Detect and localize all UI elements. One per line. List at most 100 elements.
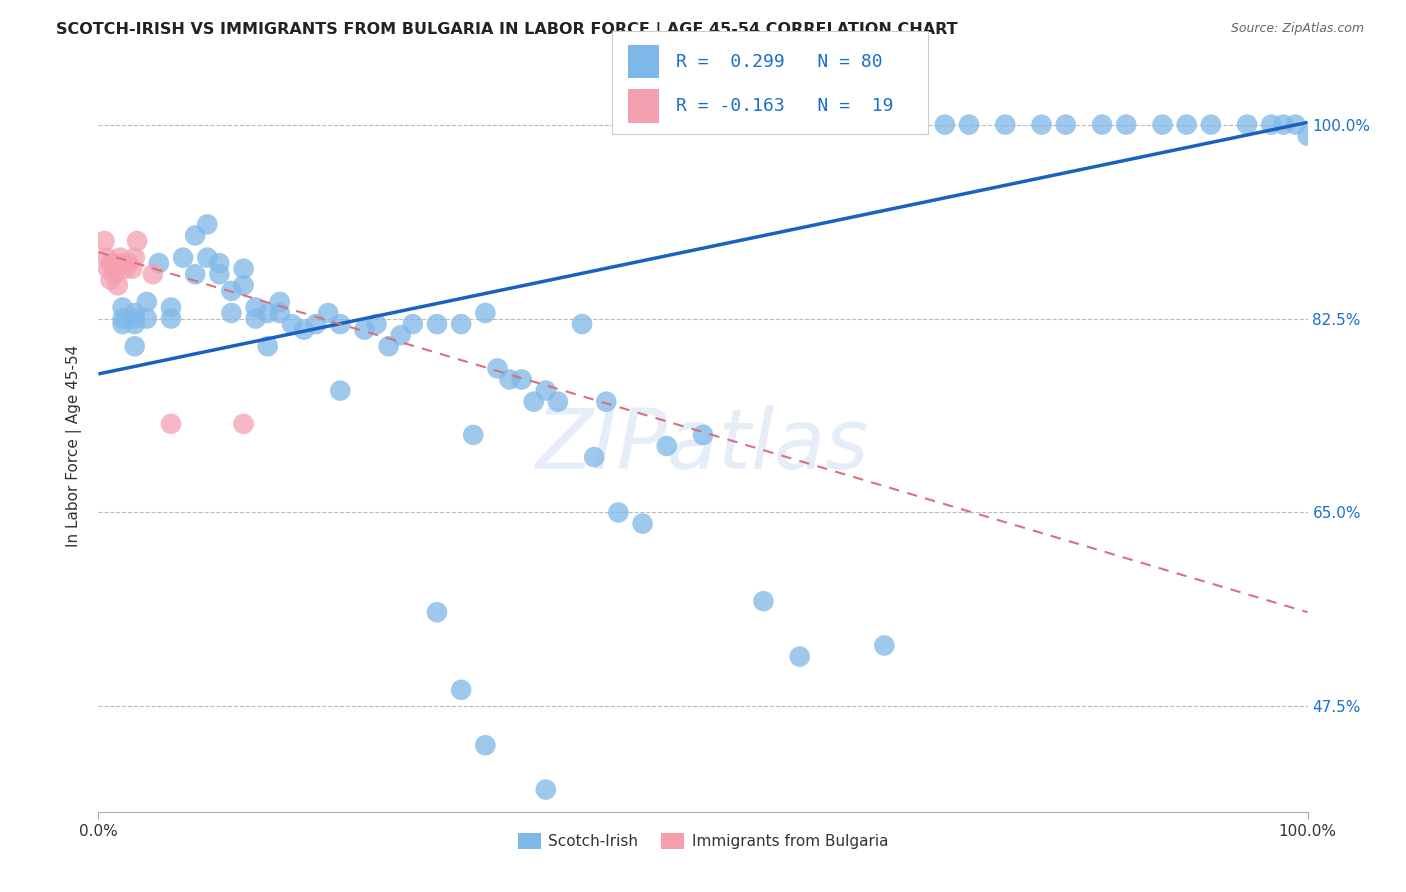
Point bbox=[232, 278, 254, 293]
Point bbox=[534, 384, 557, 398]
Point bbox=[534, 782, 557, 797]
Point bbox=[1054, 118, 1077, 132]
Point bbox=[510, 372, 533, 386]
Point bbox=[245, 311, 267, 326]
Point bbox=[957, 118, 980, 132]
Point bbox=[353, 323, 375, 337]
Point bbox=[160, 417, 183, 431]
Point bbox=[450, 317, 472, 331]
Point bbox=[96, 251, 118, 265]
Point bbox=[1199, 118, 1222, 132]
Point bbox=[114, 261, 136, 276]
Point bbox=[1091, 118, 1114, 132]
Point bbox=[1152, 118, 1174, 132]
Point bbox=[789, 649, 811, 664]
Point bbox=[245, 301, 267, 315]
Text: R = -0.163   N =  19: R = -0.163 N = 19 bbox=[676, 97, 894, 115]
Point bbox=[148, 256, 170, 270]
Point bbox=[281, 317, 304, 331]
Point bbox=[1115, 118, 1137, 132]
Point bbox=[124, 306, 146, 320]
Point bbox=[1284, 118, 1306, 132]
Point bbox=[108, 251, 131, 265]
Text: Source: ZipAtlas.com: Source: ZipAtlas.com bbox=[1230, 22, 1364, 36]
Point bbox=[692, 428, 714, 442]
Point bbox=[124, 311, 146, 326]
Point bbox=[1272, 118, 1295, 132]
Point bbox=[93, 234, 115, 248]
Point bbox=[269, 294, 291, 309]
Point bbox=[256, 339, 278, 353]
Point bbox=[160, 301, 183, 315]
Point bbox=[366, 317, 388, 331]
Point bbox=[389, 328, 412, 343]
Point bbox=[595, 394, 617, 409]
Point bbox=[292, 323, 315, 337]
Point bbox=[232, 261, 254, 276]
Y-axis label: In Labor Force | Age 45-54: In Labor Force | Age 45-54 bbox=[66, 345, 83, 547]
Point bbox=[607, 506, 630, 520]
Point bbox=[269, 306, 291, 320]
Point bbox=[184, 267, 207, 281]
Point bbox=[994, 118, 1017, 132]
Text: R =  0.299   N = 80: R = 0.299 N = 80 bbox=[676, 53, 883, 70]
Point bbox=[450, 682, 472, 697]
Point bbox=[160, 311, 183, 326]
Point bbox=[329, 384, 352, 398]
Point bbox=[463, 428, 485, 442]
Point bbox=[402, 317, 425, 331]
Point bbox=[1236, 118, 1258, 132]
Point bbox=[221, 306, 243, 320]
Point bbox=[547, 394, 569, 409]
Point bbox=[752, 594, 775, 608]
Point bbox=[583, 450, 606, 464]
Point bbox=[474, 738, 496, 752]
Text: SCOTCH-IRISH VS IMMIGRANTS FROM BULGARIA IN LABOR FORCE | AGE 45-54 CORRELATION : SCOTCH-IRISH VS IMMIGRANTS FROM BULGARIA… bbox=[56, 22, 957, 38]
Point bbox=[221, 284, 243, 298]
Point bbox=[121, 261, 143, 276]
Point bbox=[124, 251, 146, 265]
Point bbox=[208, 267, 231, 281]
Point bbox=[377, 339, 399, 353]
Point bbox=[124, 317, 146, 331]
Point bbox=[305, 317, 328, 331]
Point bbox=[329, 317, 352, 331]
Point bbox=[1175, 118, 1198, 132]
Point bbox=[523, 394, 546, 409]
Point bbox=[474, 306, 496, 320]
Text: ZIPatlas: ZIPatlas bbox=[536, 406, 870, 486]
Point bbox=[498, 372, 520, 386]
Point bbox=[316, 306, 339, 320]
Point bbox=[195, 251, 218, 265]
Point bbox=[111, 301, 134, 315]
Point bbox=[571, 317, 593, 331]
Point bbox=[655, 439, 678, 453]
Point bbox=[111, 256, 134, 270]
Point bbox=[100, 256, 122, 270]
Point bbox=[256, 306, 278, 320]
Point bbox=[195, 218, 218, 232]
Point bbox=[105, 261, 128, 276]
Point bbox=[426, 605, 449, 619]
Point bbox=[111, 317, 134, 331]
Point bbox=[172, 251, 194, 265]
Point bbox=[118, 256, 141, 270]
Point bbox=[873, 639, 896, 653]
Point bbox=[111, 311, 134, 326]
Point bbox=[1260, 118, 1282, 132]
Point bbox=[127, 234, 149, 248]
Point bbox=[135, 294, 157, 309]
Legend: Scotch-Irish, Immigrants from Bulgaria: Scotch-Irish, Immigrants from Bulgaria bbox=[512, 827, 894, 855]
Point bbox=[232, 417, 254, 431]
Point bbox=[103, 267, 125, 281]
Point bbox=[135, 311, 157, 326]
Point bbox=[142, 267, 165, 281]
Point bbox=[107, 278, 129, 293]
Point bbox=[97, 261, 120, 276]
Point bbox=[837, 118, 859, 132]
Point bbox=[124, 339, 146, 353]
Point bbox=[426, 317, 449, 331]
Point bbox=[1031, 118, 1053, 132]
Point bbox=[184, 228, 207, 243]
Point bbox=[934, 118, 956, 132]
